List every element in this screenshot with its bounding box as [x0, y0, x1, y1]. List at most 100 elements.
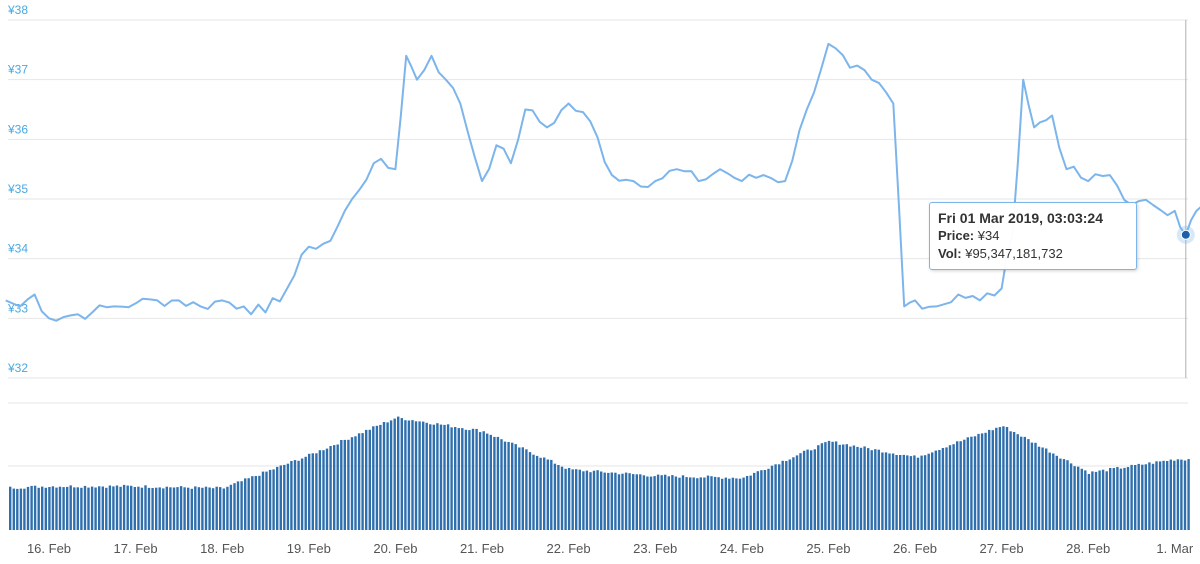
date-tick-label: 27. Feb [980, 541, 1024, 556]
volume-bar [988, 429, 991, 530]
volume-bar [240, 481, 243, 530]
volume-bar [582, 471, 585, 530]
volume-bar [422, 421, 425, 530]
volume-bar [155, 487, 158, 530]
volume-bar [471, 428, 475, 530]
volume-bar [991, 430, 994, 530]
volume-bar [575, 469, 578, 530]
volume-bar [66, 486, 69, 530]
volume-bar [614, 472, 617, 530]
tooltip-price-value: ¥34 [977, 228, 1000, 243]
volume-bar [144, 485, 147, 530]
volume-bar [204, 486, 208, 530]
volume-bar [774, 464, 777, 530]
volume-bar [543, 457, 546, 530]
volume-bar [842, 444, 845, 530]
volume-bar [1005, 427, 1009, 530]
volume-bar [785, 461, 788, 530]
volume-bar [1098, 470, 1101, 530]
volume-bar [703, 477, 706, 530]
volume-bar [1030, 442, 1034, 530]
tooltip-date: Fri 01 Mar 2019, 03:03:24 [938, 210, 1103, 226]
volume-bar [404, 420, 407, 530]
volume-bar [183, 487, 186, 530]
volume-bar [283, 464, 286, 530]
volume-bar [1112, 468, 1115, 530]
date-tick-label: 25. Feb [806, 541, 850, 556]
volume-bar [1105, 471, 1108, 530]
volume-bar [48, 487, 51, 530]
volume-bar [454, 427, 457, 530]
volume-bar [1020, 436, 1023, 530]
volume-bar [956, 441, 959, 530]
price-line-layer [5, 42, 1200, 322]
volume-bar [1180, 459, 1183, 530]
volume-bar [923, 455, 927, 530]
volume-bar [1173, 460, 1176, 530]
volume-bar [557, 465, 560, 530]
volume-bar [749, 475, 752, 530]
date-tick-label: 20. Feb [373, 541, 417, 556]
volume-bars [9, 416, 1190, 530]
volume-bar [254, 476, 257, 530]
volume-bar [706, 475, 710, 530]
volume-bar [251, 476, 254, 530]
volume-bar [518, 447, 521, 530]
volume-bar [297, 460, 300, 530]
volume-bar [507, 442, 510, 530]
volume-bar [197, 487, 201, 530]
volume-bar [934, 450, 937, 530]
volume-bar [130, 485, 133, 530]
volume-bar [635, 474, 638, 530]
volume-bar [550, 459, 553, 530]
volume-bar [678, 477, 681, 530]
volume-bar [151, 488, 154, 530]
volume-bar [760, 470, 763, 530]
volume-bar [567, 468, 571, 530]
volume-bar [1059, 458, 1062, 530]
volume-bar [372, 426, 375, 530]
hover-marker-point[interactable] [1180, 229, 1191, 240]
volume-bar [268, 469, 272, 530]
volume-bar [98, 486, 101, 530]
volume-bar [461, 428, 464, 530]
volume-bar [692, 477, 695, 530]
volume-bar [621, 473, 624, 530]
volume-bar [838, 444, 841, 530]
volume-bar [172, 487, 176, 530]
volume-bar [1137, 463, 1140, 530]
volume-bar [852, 445, 856, 530]
volume-bar [660, 475, 663, 530]
volume-bar [386, 422, 389, 530]
volume-bar [685, 477, 688, 530]
volume-bar [948, 445, 952, 530]
volume-bar [347, 439, 350, 530]
volume-bar [414, 421, 418, 530]
volume-bar [792, 457, 795, 530]
volume-bar [165, 486, 168, 530]
volume-bar [721, 478, 724, 530]
volume-bar [33, 485, 37, 530]
volume-bar [475, 428, 478, 530]
volume-bar [190, 488, 193, 530]
volume-bar [820, 443, 824, 530]
volume-bar [1027, 439, 1030, 530]
volume-bar [105, 487, 108, 530]
volume-bar [977, 433, 980, 530]
volume-bar [1126, 467, 1130, 530]
volume-bar [799, 453, 802, 530]
volume-bar [201, 487, 204, 530]
hover-tooltip: Fri 01 Mar 2019, 03:03:24 Price: ¥34 Vol… [929, 202, 1137, 270]
volume-bar [236, 481, 240, 530]
volume-bar [208, 487, 211, 530]
volume-bar [122, 484, 126, 530]
price-tick-label: ¥38 [7, 3, 28, 17]
volume-bar [927, 453, 930, 530]
volume-bar [902, 454, 905, 530]
volume-bar [439, 424, 443, 530]
volume-bar [1176, 459, 1180, 530]
date-tick-label: 26. Feb [893, 541, 937, 556]
volume-bar [881, 452, 884, 530]
tooltip-vol-value: ¥95,347,181,732 [965, 246, 1063, 261]
volume-bar [133, 487, 136, 530]
